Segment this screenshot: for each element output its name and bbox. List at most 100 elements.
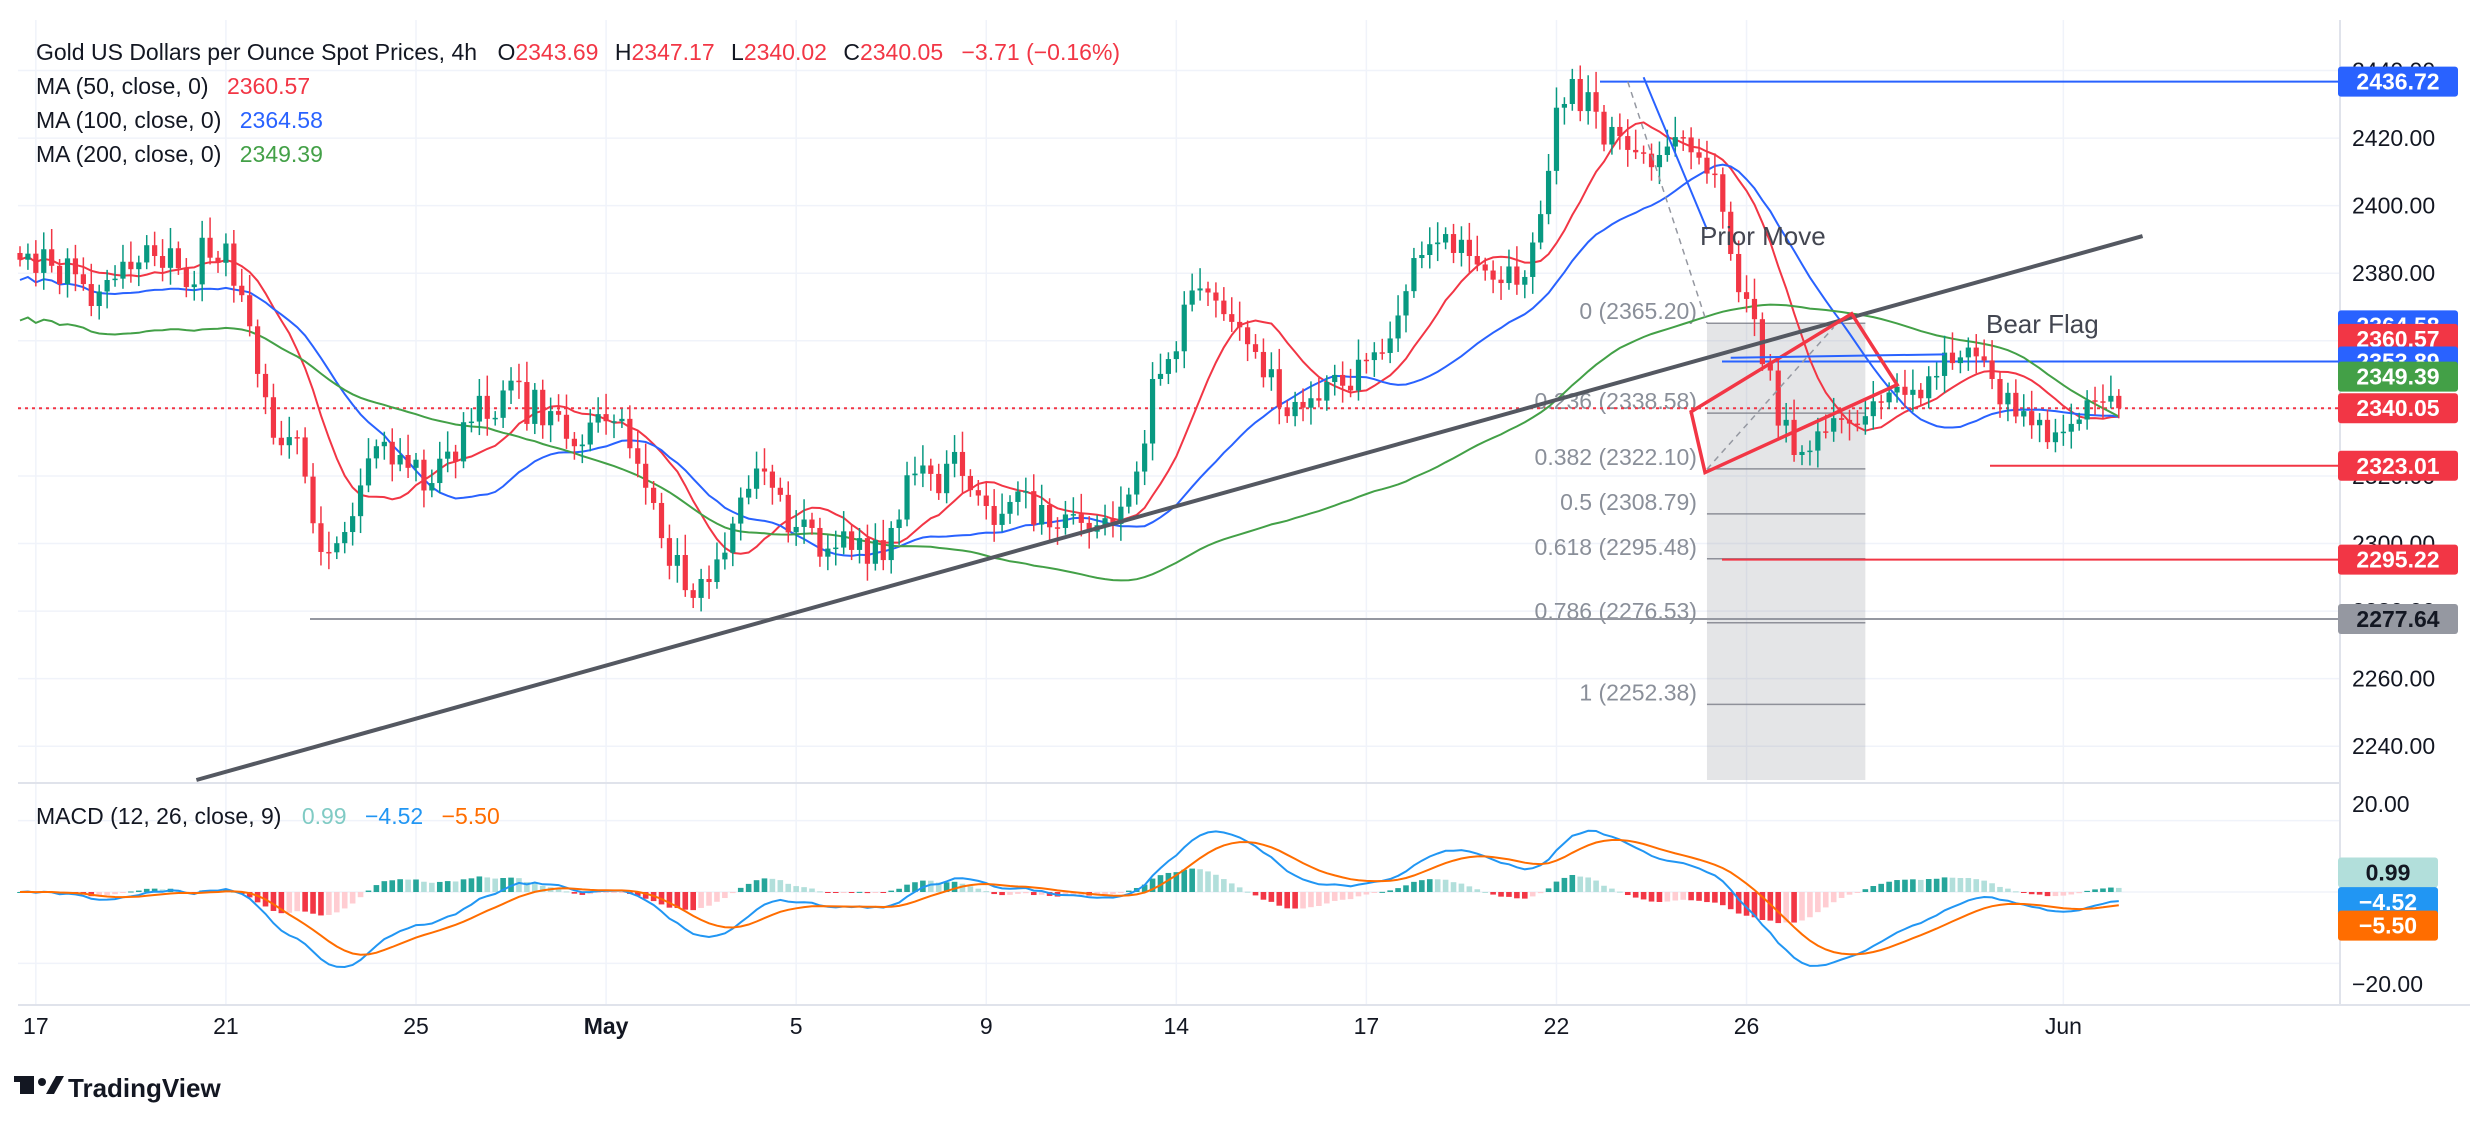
price-tag-0: 2436.72 xyxy=(2356,69,2439,95)
candle-body-227 xyxy=(1815,431,1821,451)
macd-pane xyxy=(17,829,2122,969)
candle-body-176 xyxy=(1411,258,1417,292)
header-line[interactable]: Gold US Dollars per Ounce Spot Prices, 4… xyxy=(36,39,1120,65)
candle-body-115 xyxy=(928,465,934,474)
candle-body-197 xyxy=(1577,78,1583,112)
candle-body-128 xyxy=(1031,491,1037,525)
candle-body-222 xyxy=(1775,370,1781,426)
candle-body-95 xyxy=(769,471,775,488)
macd-hist-83 xyxy=(674,892,681,909)
macd-hist-246 xyxy=(1965,878,1972,892)
macd-hist-76 xyxy=(619,892,625,893)
macd-hist-257 xyxy=(2052,892,2059,897)
candle-body-152 xyxy=(1221,300,1227,315)
macd-hist-150 xyxy=(1205,871,1211,892)
price-tag-bg-8 xyxy=(2338,604,2458,635)
macd-hist-227 xyxy=(1815,892,1821,913)
macd-hist-255 xyxy=(2036,892,2043,895)
macd-hist-106 xyxy=(856,891,863,893)
tradingview-logo[interactable]: TradingView xyxy=(14,1073,221,1103)
macd-hist-102 xyxy=(825,892,831,893)
macd-hist-240 xyxy=(1918,879,1924,892)
candle-body-205 xyxy=(1641,152,1647,154)
macd-hist-128 xyxy=(1030,892,1037,896)
macd-hist-181 xyxy=(1450,882,1457,892)
ma200-legend[interactable]: MA (200, close, 0) 2349.39 xyxy=(36,141,323,167)
macd-hist-66 xyxy=(539,885,546,892)
candle-body-200 xyxy=(1601,111,1607,145)
macd-hist-222 xyxy=(1775,892,1782,924)
candle-body-201 xyxy=(1609,126,1615,145)
macd-hist-199 xyxy=(1593,880,1599,892)
candle-body-236 xyxy=(1886,392,1892,403)
candle-body-48 xyxy=(397,455,403,465)
candle-body-204 xyxy=(1633,149,1639,153)
macd-hist-123 xyxy=(991,892,997,895)
candle-body-145 xyxy=(1165,359,1171,374)
macd-hist-146 xyxy=(1173,872,1180,892)
macd-hist-164 xyxy=(1316,892,1322,906)
candle-body-249 xyxy=(1989,360,1995,379)
candle-body-187 xyxy=(1498,279,1504,284)
macd-hist-56 xyxy=(460,879,467,892)
macd-hist-175 xyxy=(1403,885,1409,892)
candle-body-83 xyxy=(674,555,680,566)
candle-body-31 xyxy=(262,373,269,398)
ma100-legend[interactable]: MA (100, close, 0) 2364.58 xyxy=(36,107,323,133)
macd-hist-72 xyxy=(587,892,594,895)
macd-hist-189 xyxy=(1514,892,1520,899)
ma50-legend[interactable]: MA (50, close, 0) 2360.57 xyxy=(36,73,310,99)
macd-hist-245 xyxy=(1957,877,1964,892)
candle-body-212 xyxy=(1696,152,1702,158)
macd-hist-147 xyxy=(1181,869,1188,892)
macd-hist-143 xyxy=(1149,878,1156,892)
candle-body-263 xyxy=(2100,401,2106,403)
candle-body-37 xyxy=(310,476,316,524)
candle-body-157 xyxy=(1260,351,1267,378)
macd-hist-205 xyxy=(1640,892,1647,900)
open-value: 2343.69 xyxy=(515,39,598,65)
candle-body-77 xyxy=(627,418,633,449)
candle-body-173 xyxy=(1387,338,1393,353)
candle-body-164 xyxy=(1316,398,1322,401)
candle-body-144 xyxy=(1157,373,1164,379)
candle-body-124 xyxy=(999,513,1005,525)
candle-body-179 xyxy=(1435,242,1441,245)
candle-body-56 xyxy=(460,422,467,462)
macd-hist-237 xyxy=(1894,880,1900,892)
candle-body-245 xyxy=(1957,357,1963,364)
close-value: 2340.05 xyxy=(860,39,943,65)
macd-legend[interactable]: MACD (12, 26, close, 9) 0.99 −4.52 −5.50 xyxy=(36,803,500,829)
macd-hist-78 xyxy=(634,892,641,897)
price-tags: 2436.722364.582360.572353.892349.392340.… xyxy=(2338,66,2458,635)
price-tick-9: 2260.00 xyxy=(2352,666,2435,692)
macd-hist-37 xyxy=(310,892,316,914)
macd-hist-194 xyxy=(1553,881,1560,892)
macd-hist-52 xyxy=(429,882,435,892)
candle-body-68 xyxy=(555,411,562,415)
macd-hist-144 xyxy=(1157,875,1164,892)
price-tag-7: 2295.22 xyxy=(2356,547,2439,573)
candle-body-146 xyxy=(1173,351,1179,360)
macd-hist-252 xyxy=(2013,891,2019,893)
macd-hist-259 xyxy=(2068,892,2075,895)
macd-hist-14 xyxy=(128,891,134,893)
macd-hist-110 xyxy=(888,890,894,892)
macd-hist-206 xyxy=(1648,892,1655,902)
macd-hist-36 xyxy=(302,892,308,912)
macd-hist-226 xyxy=(1807,892,1813,918)
candle-body-138 xyxy=(1110,518,1116,524)
macd-hist-60 xyxy=(492,878,498,892)
time-axis[interactable]: 17 21 25 May 5 9 14 17 22 26 Jun xyxy=(23,1013,2082,1039)
candle-body-223 xyxy=(1783,419,1789,426)
fib-box xyxy=(1706,323,1866,780)
time-tick-3: May xyxy=(584,1013,629,1039)
candle-body-163 xyxy=(1308,398,1314,408)
price-tick-10: 2240.00 xyxy=(2352,733,2435,759)
macd-hist-185 xyxy=(1482,891,1488,893)
candle-body-214 xyxy=(1712,173,1718,176)
candle-body-70 xyxy=(571,438,577,447)
candle-body-161 xyxy=(1292,401,1298,417)
candle-body-36 xyxy=(302,437,308,477)
macd-hist-116 xyxy=(935,882,942,892)
